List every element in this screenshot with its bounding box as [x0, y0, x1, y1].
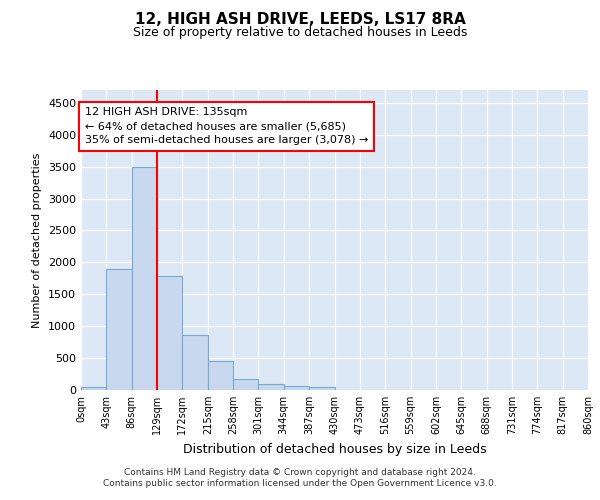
Text: 12 HIGH ASH DRIVE: 135sqm
← 64% of detached houses are smaller (5,685)
35% of se: 12 HIGH ASH DRIVE: 135sqm ← 64% of detac… [85, 107, 368, 145]
Bar [132, 166, 157, 390]
Bar [182, 335, 208, 390]
Bar [259, 384, 284, 390]
X-axis label: Distribution of detached houses by size in Leeds: Distribution of detached houses by size … [182, 442, 487, 456]
Bar [233, 379, 259, 390]
Bar [81, 388, 106, 390]
Bar [309, 387, 335, 390]
Y-axis label: Number of detached properties: Number of detached properties [32, 152, 43, 328]
Bar [106, 268, 132, 390]
Text: 12, HIGH ASH DRIVE, LEEDS, LS17 8RA: 12, HIGH ASH DRIVE, LEEDS, LS17 8RA [134, 12, 466, 28]
Bar [157, 276, 182, 390]
Text: Contains HM Land Registry data © Crown copyright and database right 2024.
Contai: Contains HM Land Registry data © Crown c… [103, 468, 497, 487]
Bar [208, 362, 233, 390]
Bar [284, 386, 309, 390]
Text: Size of property relative to detached houses in Leeds: Size of property relative to detached ho… [133, 26, 467, 39]
